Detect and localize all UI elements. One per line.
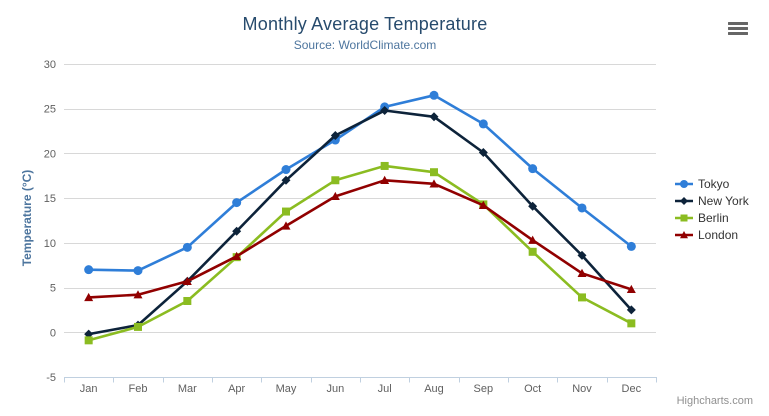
diamond-marker-icon[interactable] <box>429 112 439 122</box>
series-london <box>84 175 636 302</box>
circle-marker-icon[interactable] <box>232 198 242 208</box>
legend-label: Berlin <box>698 210 729 225</box>
triangle-marker-icon[interactable] <box>232 251 242 260</box>
square-marker-icon[interactable] <box>528 247 537 256</box>
x-axis-tick-label: Jun <box>326 383 344 395</box>
y-axis-tick-label: 25 <box>44 104 56 116</box>
hamburger-icon <box>728 21 748 25</box>
series-new-york <box>84 106 636 339</box>
legend-label: London <box>698 227 739 242</box>
legend-item-london[interactable]: London <box>675 226 749 243</box>
legend-item-new-york[interactable]: New York <box>675 192 749 209</box>
chart-title: Monthly Average Temperature <box>242 14 488 34</box>
series-line[interactable] <box>87 109 633 336</box>
triangle-marker-icon[interactable] <box>281 221 291 230</box>
triangle-marker-icon <box>675 230 693 238</box>
square-marker-icon[interactable] <box>380 161 389 170</box>
triangle-marker-icon[interactable] <box>133 290 143 299</box>
context-menu-button[interactable] <box>728 18 752 38</box>
x-axis-tick-label: Nov <box>572 383 592 395</box>
circle-marker-icon[interactable] <box>528 164 538 174</box>
legend-item-tokyo[interactable]: Tokyo <box>675 175 749 192</box>
triangle-marker-icon[interactable] <box>182 276 192 286</box>
circle-marker-icon[interactable] <box>577 203 587 213</box>
diamond-marker-icon[interactable] <box>626 305 636 315</box>
y-axis-tick-label: 15 <box>44 193 56 205</box>
square-marker-icon[interactable] <box>134 322 142 331</box>
triangle-marker-icon[interactable] <box>680 230 688 238</box>
x-axis-tick-label: Jul <box>378 383 392 395</box>
x-axis-tick-label: Feb <box>129 383 148 395</box>
y-axis-tick-label: 5 <box>50 283 56 295</box>
x-axis-tick-label: Apr <box>228 383 245 395</box>
triangle-marker-icon[interactable] <box>380 175 390 184</box>
square-marker-icon[interactable] <box>84 336 93 345</box>
circle-marker-icon[interactable] <box>478 119 488 129</box>
highcharts-credits-link[interactable]: Highcharts.com <box>676 395 753 407</box>
square-marker-icon[interactable] <box>627 319 636 328</box>
square-marker-icon[interactable] <box>680 214 688 221</box>
square-marker-icon[interactable] <box>430 168 438 177</box>
y-axis-tick-label: 10 <box>44 238 56 250</box>
square-marker-icon[interactable] <box>282 207 290 216</box>
diamond-marker-icon[interactable] <box>528 201 538 211</box>
triangle-marker-icon[interactable] <box>528 235 538 244</box>
circle-marker-icon[interactable] <box>626 241 636 251</box>
chart-subtitle: Source: WorldClimate.com <box>293 38 437 52</box>
x-axis-tick-label: Jan <box>80 383 98 395</box>
diamond-marker-icon[interactable] <box>577 250 587 260</box>
legend-label: New York <box>698 193 749 208</box>
legend-item-berlin[interactable]: Berlin <box>675 209 749 226</box>
square-marker-icon <box>675 214 693 221</box>
x-axis-tick-label: Mar <box>178 383 197 395</box>
series-line[interactable] <box>87 164 633 342</box>
diamond-marker-icon[interactable] <box>478 148 488 158</box>
series-line[interactable] <box>87 179 633 299</box>
triangle-marker-icon[interactable] <box>330 191 340 201</box>
square-marker-icon[interactable] <box>183 296 192 305</box>
diamond-marker-icon[interactable] <box>330 131 340 141</box>
circle-marker-icon[interactable] <box>133 266 143 276</box>
diamond-marker-icon[interactable] <box>680 196 688 205</box>
legend: Tokyo New York Berlin London <box>675 175 749 243</box>
legend-label: Tokyo <box>698 176 730 191</box>
diamond-marker-icon[interactable] <box>380 106 390 116</box>
diamond-marker-icon[interactable] <box>84 329 94 339</box>
circle-marker-icon[interactable] <box>84 265 94 275</box>
triangle-marker-icon[interactable] <box>577 268 587 277</box>
x-axis-tick-label: Sep <box>474 383 494 395</box>
triangle-marker-icon[interactable] <box>84 292 94 302</box>
y-axis-tick-label: -5 <box>46 372 56 384</box>
x-axis-tick-label: Oct <box>524 383 541 395</box>
diamond-marker-icon[interactable] <box>281 175 291 185</box>
y-axis-tick-label: 30 <box>44 59 56 71</box>
x-axis-tick-label: Dec <box>622 383 642 395</box>
circle-marker-icon[interactable] <box>281 165 291 175</box>
hamburger-icon <box>728 31 748 35</box>
square-marker-icon[interactable] <box>578 293 586 302</box>
triangle-marker-icon[interactable] <box>478 200 488 209</box>
circle-marker-icon[interactable] <box>429 90 439 100</box>
triangle-marker-icon[interactable] <box>429 179 439 188</box>
x-axis-tick-label: May <box>276 383 297 395</box>
x-axis-tick-label: Aug <box>424 383 444 395</box>
diamond-marker-icon <box>675 196 693 205</box>
series-tokyo <box>84 90 636 276</box>
hamburger-icon <box>728 26 748 30</box>
circle-marker-icon[interactable] <box>182 242 192 252</box>
diamond-marker-icon[interactable] <box>232 226 242 236</box>
triangle-marker-icon[interactable] <box>626 284 636 294</box>
y-axis-tick-label: 0 <box>50 327 56 339</box>
circle-marker-icon[interactable] <box>680 179 688 188</box>
square-marker-icon[interactable] <box>331 176 340 185</box>
y-axis-tick-label: 20 <box>44 148 56 160</box>
circle-marker-icon <box>675 179 693 188</box>
